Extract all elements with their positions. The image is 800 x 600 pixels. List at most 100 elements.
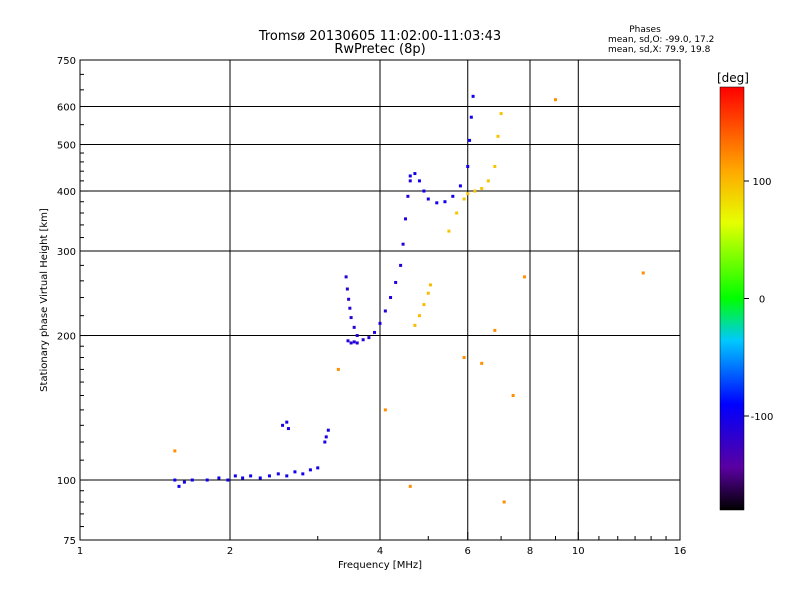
colorbar [719,86,745,511]
x-tick-label: 4 [377,546,383,557]
y-tick-label: 200 [57,332,76,343]
data-point [285,420,289,424]
data-point [226,478,230,482]
y-axis-label: Stationary phase Virtual Height [km] [39,208,50,392]
data-point [493,164,497,168]
data-point [523,275,527,279]
axis-ticks: 1 2 4 6 8 10 16 75 100 200 300 400 500 600 750 [57,56,686,557]
data-point [355,341,359,345]
data-point [373,330,377,334]
data-point [553,98,557,102]
info-heading: Phases [629,25,661,35]
data-point [308,468,312,472]
data-point [502,500,506,504]
colorbar-tick-label: 0 [759,295,765,306]
data-point [401,242,405,246]
x-tick-label: 2 [227,546,233,557]
x-tick-label: 10 [572,546,585,557]
data-point [344,275,348,279]
info-line-x: mean, sd,X: 79.9, 19.8 [608,45,711,55]
data-point [480,186,484,190]
data-point [458,184,462,188]
data-point [345,287,349,291]
data-point [466,164,470,168]
data-point [408,484,412,488]
data-point [417,179,421,183]
data-point [352,325,356,329]
x-tick-label: 6 [465,546,471,557]
data-point [426,197,430,201]
data-point [413,323,417,327]
y-tick-label: 400 [57,187,76,198]
data-point [462,355,466,359]
y-tick-label: 100 [57,476,76,487]
x-axis-label: Frequency [MHz] [338,560,422,571]
data-point [511,394,515,398]
y-tick-label: 500 [57,141,76,152]
data-points [173,94,645,504]
data-point [182,480,186,484]
y-tick-label: 300 [57,247,76,258]
data-point [480,361,484,365]
data-point [352,340,356,344]
data-point [349,341,353,345]
data-point [466,192,470,196]
colorbar-tick-label: -100 [751,412,774,423]
data-point [469,115,473,119]
data-point [403,217,407,221]
data-point [323,440,327,444]
data-point [383,408,387,412]
x-tick-label: 1 [77,546,83,557]
data-point [173,478,177,482]
data-point [173,449,177,453]
data-point [443,200,447,204]
data-point [389,296,393,300]
x-tick-label: 8 [527,546,533,557]
data-point [399,263,403,267]
grid-lines [80,60,680,540]
chart-title: Tromsø 20130605 11:02:00-11:03:43 [258,29,501,44]
data-point [641,271,645,275]
y-tick-label: 750 [57,56,76,67]
data-point [417,314,421,318]
data-point [471,94,475,98]
x-tick-label: 16 [674,546,687,557]
data-point [267,474,271,478]
data-point [281,423,285,427]
data-point [258,476,262,480]
data-point [493,328,497,332]
data-point [301,472,305,476]
data-point [496,134,500,138]
data-point [361,338,365,342]
colorbar-ticks: 100 0 -100 [744,177,773,423]
data-point [217,476,221,480]
colorbar-tick-label: 100 [752,177,771,188]
data-point [499,112,503,116]
data-point [205,478,209,482]
data-point [428,283,432,287]
y-tick-label: 600 [57,103,76,114]
data-point [486,179,490,183]
data-point [286,427,290,431]
data-point [233,474,237,478]
data-point [249,474,253,478]
data-point [276,472,280,476]
data-point [435,201,439,205]
data-point [336,367,340,371]
data-point [348,306,352,310]
data-point [190,478,194,482]
data-point [316,466,320,470]
data-point [177,484,181,488]
data-point [426,291,430,295]
data-point [241,476,245,480]
data-point [367,336,371,340]
data-point [355,334,359,338]
data-point [394,280,398,284]
data-point [324,435,328,439]
data-point [422,189,426,193]
data-point [347,297,351,301]
data-point [349,316,353,320]
chart-subtitle: RwPretec (8p) [334,42,425,57]
data-point [383,309,387,313]
